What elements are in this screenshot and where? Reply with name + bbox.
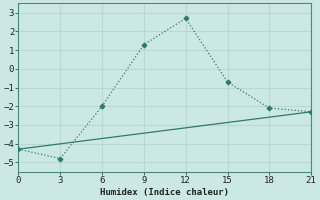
X-axis label: Humidex (Indice chaleur): Humidex (Indice chaleur): [100, 188, 229, 197]
